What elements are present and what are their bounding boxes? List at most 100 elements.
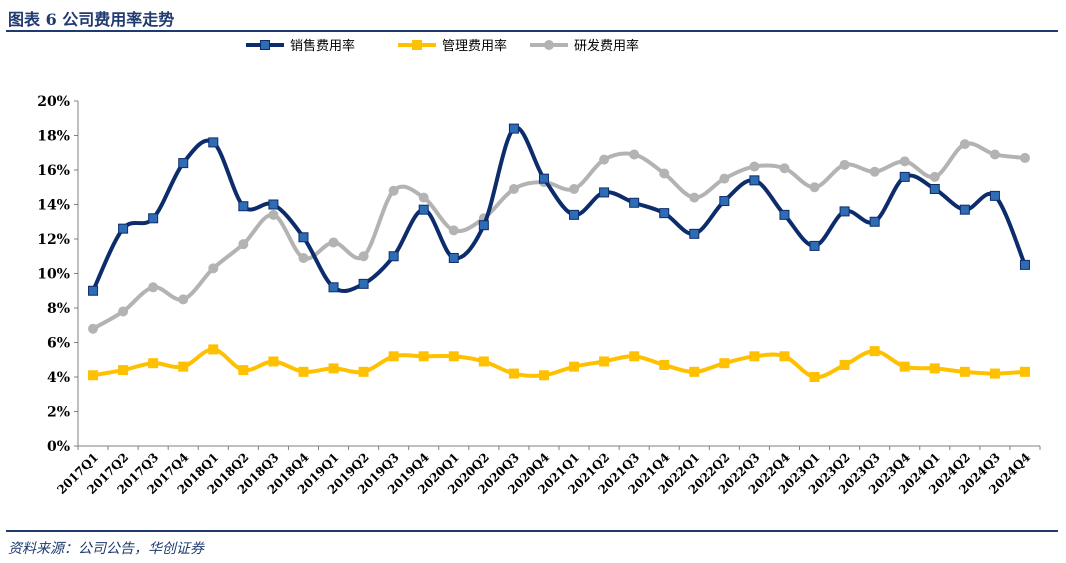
admin-ratio-point (328, 363, 339, 374)
sales-ratio-point (899, 171, 910, 182)
admin-ratio-point (719, 358, 730, 369)
sales-ratio-point (268, 199, 279, 210)
figure-title: 图表 6 公司费用率走势 (8, 10, 175, 29)
header-rule (6, 30, 1058, 32)
y-tick-label: 14% (37, 198, 70, 214)
admin-ratio-point (118, 365, 129, 376)
y-tick-label: 0% (47, 439, 70, 455)
admin-ratio-point (809, 372, 820, 382)
sales-ratio-point (238, 201, 249, 212)
sales-ratio-point (448, 252, 459, 263)
rd-ratio-point (328, 237, 339, 248)
sales-ratio-point (719, 196, 730, 207)
admin-ratio-point (508, 368, 519, 379)
admin-ratio-point (268, 356, 279, 367)
admin-ratio-point (989, 368, 1000, 379)
sales-ratio-point (959, 204, 970, 215)
rd-ratio-point (869, 166, 880, 177)
sales-ratio-point (208, 137, 219, 148)
rd-ratio-point (959, 139, 970, 150)
rd-ratio-point (1019, 152, 1030, 163)
y-tick-label: 16% (37, 163, 70, 179)
y-tick-label: 10% (37, 267, 70, 283)
admin-ratio-point (418, 351, 429, 362)
admin-ratio-point (839, 359, 850, 370)
sales-ratio-point (538, 173, 549, 184)
admin-ratio-point (448, 351, 459, 362)
sales-ratio-point (388, 251, 399, 262)
rd-ratio-point (719, 173, 730, 184)
sales-ratio-point (599, 187, 610, 198)
rd-ratio-point (899, 156, 910, 167)
chart-legend: 销售费用率 管理费用率 研发费用率 (246, 38, 639, 54)
sales-ratio-point (869, 216, 880, 227)
rd-ratio-point (268, 209, 279, 220)
footer-rule (6, 530, 1058, 532)
sales-ratio-point (508, 123, 519, 134)
y-tick-label: 2% (47, 405, 70, 421)
admin-ratio-point (148, 358, 159, 369)
rd-ratio-point (929, 171, 940, 182)
legend-sales-label: 销售费用率 (290, 38, 355, 54)
legend-rd-label: 研发费用率 (574, 38, 639, 54)
rd-ratio-point (749, 161, 760, 172)
sales-ratio-point (478, 220, 489, 231)
sales-ratio-point (839, 206, 850, 217)
admin-ratio-point (1019, 366, 1030, 377)
sales-ratio-point (178, 158, 189, 169)
rd-ratio-point (88, 323, 99, 334)
rd-ratio-point (238, 239, 249, 250)
legend-admin-marker (412, 40, 422, 50)
sales-ratio-point (749, 175, 760, 186)
rd-ratio-point (148, 282, 159, 293)
sales-ratio-point (418, 204, 429, 215)
rd-ratio-point (629, 149, 640, 160)
sales-ratio-point (1019, 259, 1030, 270)
rd-ratio-point (208, 263, 219, 274)
admin-ratio-point (899, 361, 910, 372)
rd-ratio-point (809, 182, 820, 193)
rd-ratio-point (118, 306, 129, 317)
admin-ratio-point (358, 366, 369, 377)
legend-rd-marker (544, 40, 554, 50)
rd-ratio-point (839, 159, 850, 170)
admin-ratio-point (238, 365, 249, 376)
sales-ratio-point (148, 213, 159, 224)
admin-ratio-point (569, 361, 580, 372)
sales-ratio-point (689, 228, 700, 239)
sales-ratio-point (659, 208, 670, 219)
admin-ratio-point (689, 366, 700, 377)
rd-ratio-point (779, 163, 790, 174)
rd-ratio-point (508, 183, 519, 194)
rd-ratio-point (448, 225, 459, 236)
y-tick-label: 18% (37, 129, 70, 145)
admin-ratio-point (629, 351, 640, 362)
sales-ratio-point (989, 190, 1000, 201)
rd-ratio-point (989, 149, 1000, 160)
admin-ratio-point (779, 351, 790, 362)
sales-ratio-point (298, 232, 309, 243)
legend-sales-marker (260, 40, 270, 50)
y-tick-label: 20% (37, 94, 70, 110)
admin-ratio-point (749, 351, 760, 362)
rd-ratio-point (178, 294, 189, 305)
admin-ratio-line (91, 347, 1027, 380)
sales-ratio-point (88, 285, 99, 296)
rd-ratio-line (91, 141, 1027, 331)
admin-ratio-point (388, 351, 399, 362)
rd-ratio-point (358, 251, 369, 262)
chart-series (88, 123, 1030, 382)
y-tick-label: 4% (47, 370, 70, 386)
rd-ratio-point (298, 252, 309, 263)
sales-ratio-point (328, 282, 339, 293)
admin-ratio-point (88, 370, 99, 381)
admin-ratio-point (298, 366, 309, 377)
y-tick-label: 12% (37, 232, 70, 248)
admin-ratio-point (959, 366, 970, 377)
sales-ratio-point (569, 209, 580, 220)
y-tick-label: 8% (47, 301, 70, 317)
sales-ratio-line (91, 125, 1027, 293)
rd-ratio-point (418, 192, 429, 203)
admin-ratio-point (659, 359, 670, 370)
admin-ratio-point (599, 356, 610, 367)
